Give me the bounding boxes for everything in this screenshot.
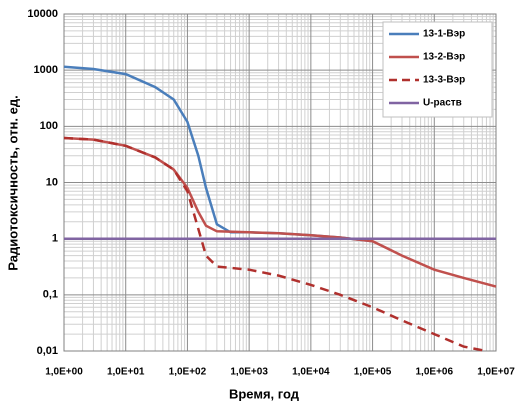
y-tick-label: 0,1 [43, 289, 58, 301]
y-tick-label: 0,01 [37, 345, 58, 357]
x-axis-label: Время, год [229, 386, 300, 401]
legend-label: 13-3-Вэр [423, 75, 465, 86]
legend-label: 13-2-Вэр [423, 52, 465, 63]
plot-border [63, 13, 497, 352]
legend-label: U-раств [423, 98, 462, 109]
y-tick-label: 100 [40, 120, 58, 132]
x-tick-label: 1,0E+06 [416, 367, 454, 378]
y-tick-label: 1000 [34, 64, 58, 76]
series-line [63, 136, 487, 353]
x-tick-label: 1,0E+02 [169, 367, 207, 378]
legend-box [382, 21, 493, 118]
y-tick-label: 1 [52, 233, 58, 245]
x-tick-label: 1,0E+04 [292, 367, 330, 378]
x-tick-label: 1,0E+03 [230, 367, 268, 378]
series-line [63, 136, 497, 288]
y-tick-label: 10000 [27, 8, 58, 20]
x-tick-label: 1,0E+01 [107, 367, 145, 378]
y-axis-label: Радиотоксичность, отн. ед. [5, 95, 20, 270]
x-tick-label: 1,0E+05 [354, 367, 392, 378]
x-tick-label: 1,0E+00 [45, 367, 83, 378]
legend-label: 13-1-Вэр [423, 29, 465, 40]
x-tick-label: 1,0E+07 [477, 367, 515, 378]
y-tick-label: 10 [46, 176, 58, 188]
